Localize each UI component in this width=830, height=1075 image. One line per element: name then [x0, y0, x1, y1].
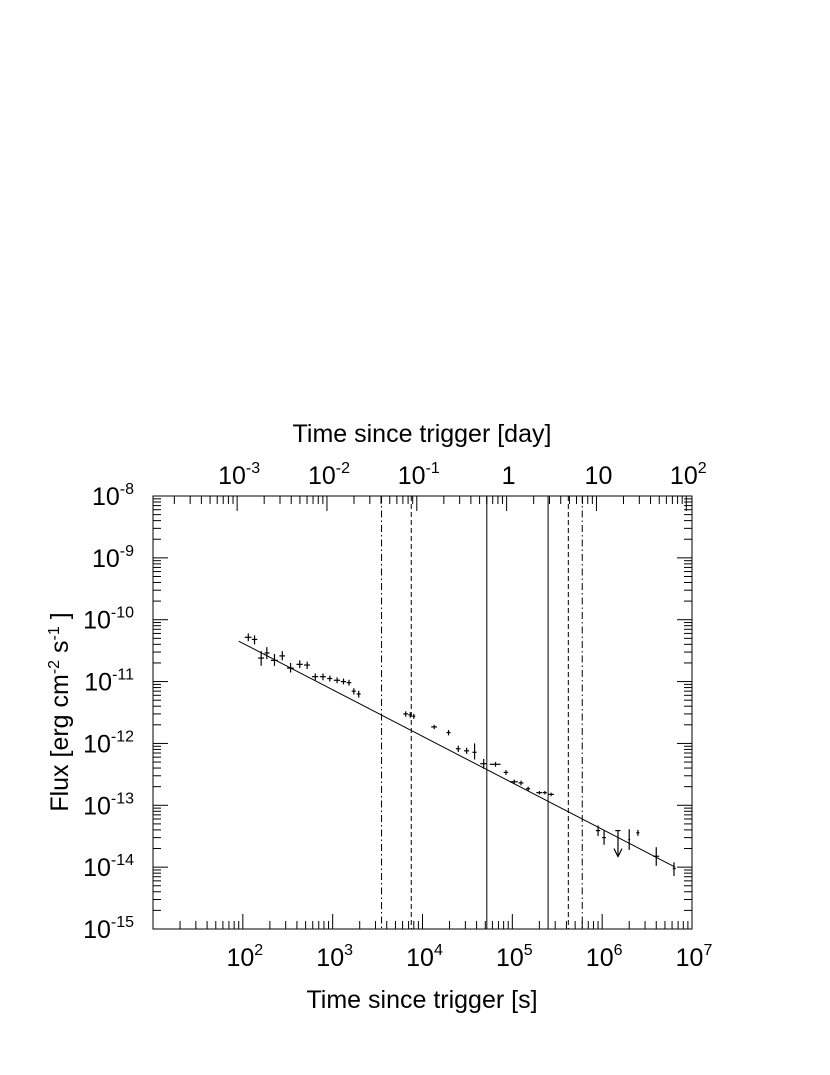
- x2-tick-label: 10-2: [308, 460, 350, 490]
- x2-tick-label: 102: [670, 460, 707, 490]
- data-point: [279, 651, 286, 661]
- x2-tick-label: 10: [585, 462, 613, 490]
- data-point: [408, 712, 413, 718]
- data-point: [526, 786, 531, 792]
- data-point: [304, 661, 311, 669]
- data-point: [403, 711, 409, 717]
- x2-tick-label: 1: [502, 462, 516, 490]
- data-point: [319, 673, 326, 681]
- y-tick-label: 10-13: [83, 790, 134, 820]
- data-point: [672, 862, 676, 876]
- data-point: [455, 745, 461, 752]
- top-x-axis-title: Time since trigger [day]: [293, 420, 552, 448]
- data-point: [431, 724, 437, 730]
- data-point: [251, 635, 258, 645]
- data-point: [412, 713, 416, 719]
- data-point: [356, 690, 361, 698]
- data-point: [542, 791, 547, 795]
- data-point: [333, 677, 341, 684]
- data-point: [346, 679, 352, 686]
- y-tick-label: 10-11: [84, 667, 134, 697]
- data-point: [244, 633, 252, 642]
- data-point: [595, 825, 601, 836]
- data-point: [489, 762, 501, 767]
- data-point: [464, 747, 470, 754]
- y-tick-label: 10-9: [92, 543, 134, 573]
- y-tick-label: 10-14: [83, 852, 134, 882]
- data-point: [446, 729, 451, 736]
- x-tick-label: 103: [316, 942, 353, 972]
- data-point: [327, 675, 333, 682]
- data-point: [628, 829, 631, 850]
- data-point: [636, 829, 640, 836]
- data-point: [296, 660, 303, 669]
- data-point: [340, 678, 347, 685]
- x-tick-label: 106: [586, 942, 623, 972]
- data-points: [244, 633, 676, 876]
- data-point: [503, 770, 509, 775]
- x2-tick-label: 10-1: [398, 460, 440, 490]
- y-tick-label: 10-10: [83, 605, 134, 635]
- y-tick-label: 10-12: [83, 728, 134, 758]
- data-point: [351, 688, 356, 695]
- data-point: [653, 847, 660, 866]
- data-point: [518, 780, 524, 786]
- data-point: [264, 647, 270, 660]
- x-tick-label: 105: [496, 942, 533, 972]
- data-point: [536, 791, 543, 795]
- data-point: [258, 651, 264, 666]
- upper-limit-arrow-head: [613, 848, 623, 858]
- power-law-fit-line: [238, 640, 676, 868]
- x2-tick-label: 10-3: [218, 460, 260, 490]
- upper-limit-point: [613, 829, 623, 858]
- data-point: [602, 830, 606, 845]
- y-tick-label: 10-8: [92, 481, 134, 511]
- fit-line-group: [238, 640, 676, 868]
- x-axis-title: Time since trigger [s]: [306, 986, 537, 1014]
- data-point: [472, 743, 477, 760]
- y-axis-title: Flux [erg cm-2 s-1 ]: [46, 612, 74, 811]
- data-point: [510, 779, 518, 785]
- data-point: [270, 653, 278, 666]
- x-tick-label: 104: [406, 942, 443, 972]
- x-tick-label: 102: [226, 942, 263, 972]
- data-point: [312, 673, 319, 681]
- data-point: [480, 759, 487, 769]
- axis-ticks: [152, 495, 692, 930]
- plot-frame: [152, 495, 693, 930]
- data-point: [286, 662, 294, 673]
- reference-lines: [381, 496, 583, 929]
- data-point: [548, 792, 554, 797]
- y-tick-label: 10-15: [83, 914, 134, 944]
- x-tick-label: 107: [676, 942, 713, 972]
